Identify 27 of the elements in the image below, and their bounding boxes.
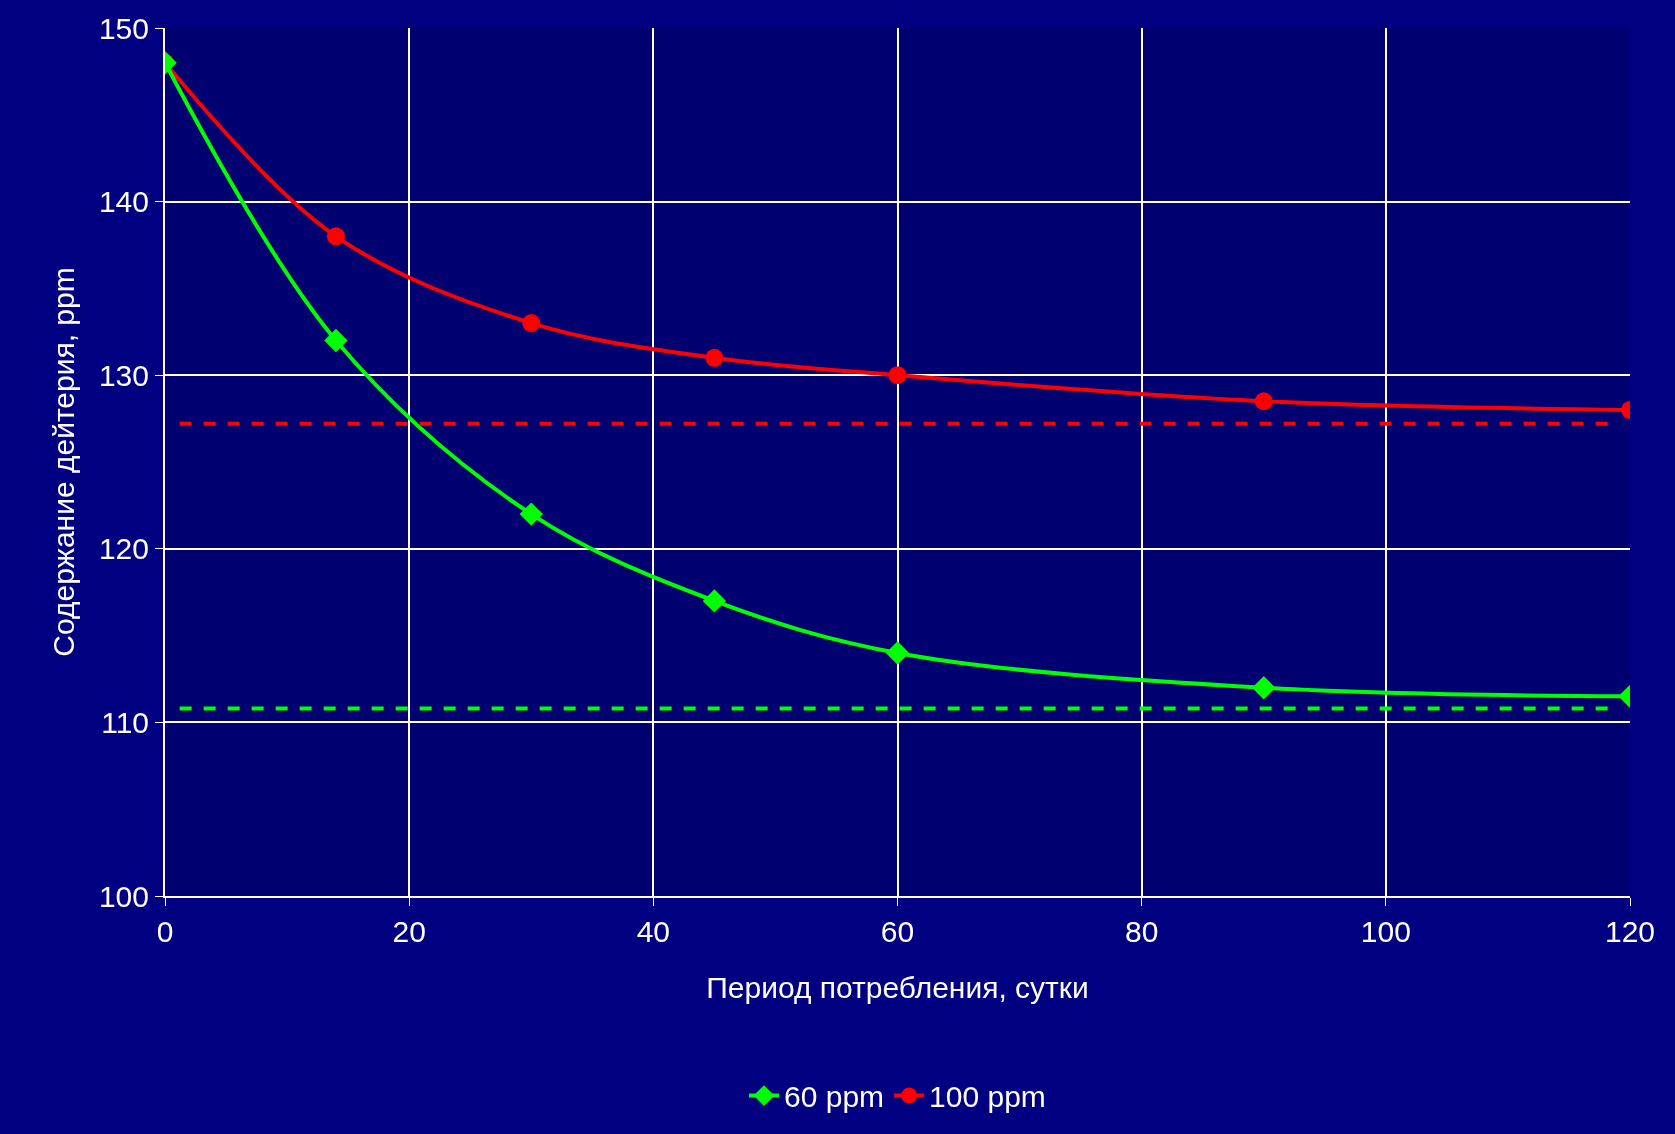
y-tick-label: 130: [98, 358, 149, 392]
point: [1252, 675, 1276, 700]
point: [705, 348, 724, 367]
y-tick-label: 100: [98, 879, 149, 913]
x-axis-title: Период потребления, сутки: [706, 971, 1089, 1004]
point: [522, 314, 541, 333]
x-tick-label: 0: [156, 915, 174, 948]
y-tick-label: 120: [98, 532, 149, 566]
legend-label: 60 ppm: [784, 1080, 885, 1114]
x-tick-label: 120: [1604, 915, 1656, 948]
y-axis-title: Содержание дейтерия, ppm: [47, 267, 81, 657]
point: [885, 641, 910, 665]
point: [326, 227, 345, 246]
point: [1254, 392, 1273, 411]
y-tick-label: 110: [101, 705, 149, 739]
point: [702, 589, 727, 613]
point: [519, 502, 543, 526]
point: [324, 328, 348, 353]
y-tick-label: 150: [98, 11, 149, 45]
point: [888, 366, 907, 385]
x-tick-label: 20: [392, 915, 426, 948]
legend-label: 100 ppm: [929, 1080, 1046, 1114]
y-tick-label: 140: [98, 185, 149, 219]
x-tick-label: 60: [880, 915, 915, 948]
x-tick-label: 40: [636, 915, 671, 948]
x-tick-label: 100: [1360, 915, 1411, 948]
x-tick-label: 80: [1124, 915, 1159, 948]
